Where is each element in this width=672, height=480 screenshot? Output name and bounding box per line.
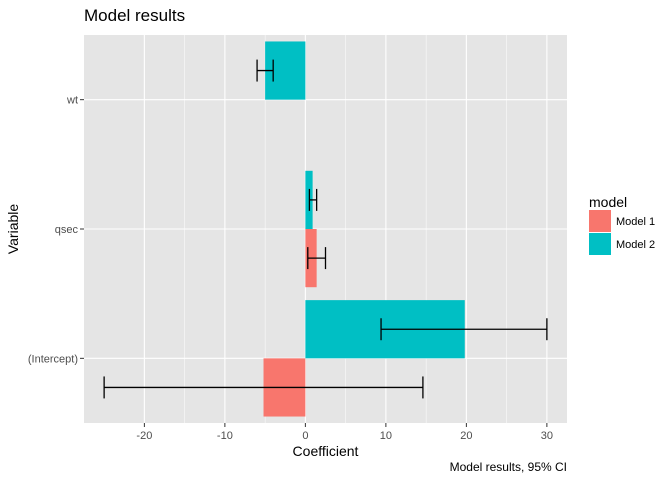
error-bars: [103, 59, 548, 399]
x-tick-label: 10: [380, 430, 392, 442]
y-tick-label: wt: [66, 95, 78, 107]
chart-caption: Model results, 95% CI: [450, 460, 567, 474]
legend-key: [589, 210, 611, 232]
x-axis-title: Coefficient: [293, 443, 359, 459]
x-tick-label: -10: [217, 430, 233, 442]
x-tick-label: 0: [302, 430, 308, 442]
x-tick-label: 30: [541, 430, 553, 442]
legend-title: model: [589, 194, 627, 210]
x-tick-label: -20: [136, 430, 152, 442]
chart-title: Model results: [84, 6, 185, 25]
legend-label: Model 2: [616, 239, 655, 251]
x-tick-label: 20: [460, 430, 472, 442]
y-tick-label: (Intercept): [28, 353, 78, 365]
legend: model Model 1 Model 2: [589, 194, 655, 255]
y-tick-label: qsec: [55, 224, 79, 236]
y-axis-title: Variable: [5, 204, 21, 255]
legend-key: [589, 233, 611, 255]
y-axis-ticks: (Intercept) qsec wt: [28, 95, 84, 365]
x-axis-ticks: -20 -10 0 10 20 30: [136, 423, 553, 442]
legend-label: Model 1: [616, 216, 655, 228]
